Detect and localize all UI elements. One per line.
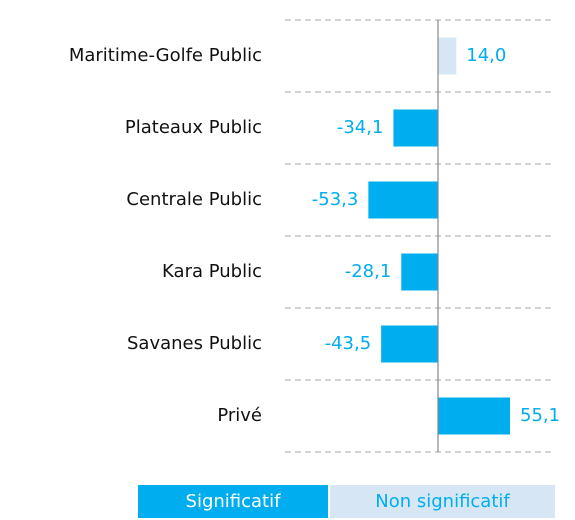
- category-label: Privé: [217, 405, 262, 426]
- legend-swatch: [138, 485, 328, 518]
- value-label: 14,0: [466, 45, 506, 66]
- legend-label: Significatif: [186, 491, 282, 512]
- bar: [393, 109, 438, 147]
- category-label: Centrale Public: [126, 189, 262, 210]
- bar: [368, 181, 438, 219]
- bar: [438, 397, 510, 435]
- bar: [381, 325, 438, 363]
- category-label: Savanes Public: [127, 333, 262, 354]
- category-label: Maritime-Golfe Public: [69, 45, 262, 66]
- category-label: Kara Public: [162, 261, 262, 282]
- value-label: -53,3: [312, 189, 359, 210]
- legend-label: Non significatif: [375, 491, 510, 512]
- value-label: -28,1: [345, 261, 392, 282]
- value-label: -43,5: [325, 333, 372, 354]
- legend-swatch: [330, 485, 555, 518]
- bar: [438, 37, 457, 75]
- value-label: -34,1: [337, 117, 384, 138]
- row-separators: [285, 19, 555, 453]
- value-label: 55,1: [520, 405, 560, 426]
- bar: [401, 253, 438, 291]
- category-label: Plateaux Public: [125, 117, 262, 138]
